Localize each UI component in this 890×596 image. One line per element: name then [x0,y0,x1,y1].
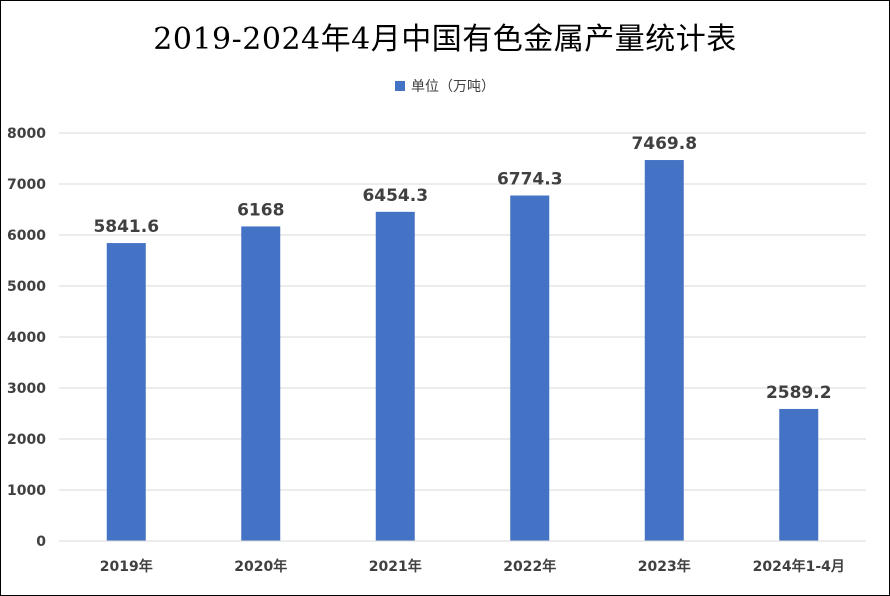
chart-title: 2019-2024年4月中国有色金属产量统计表 [153,22,737,57]
data-label: 7469.8 [631,134,697,154]
bar [644,160,684,541]
data-label: 2589.2 [766,383,832,403]
y-tick-label: 3000 [7,381,46,397]
y-tick-label: 2000 [7,432,46,448]
x-category-label: 2023年 [638,558,691,575]
bars [106,160,819,542]
bar [375,211,415,542]
bar [106,243,146,541]
x-category-label: 2021年 [369,558,422,575]
y-axis-ticks: 0 1000 2000 3000 4000 5000 6000 7000 8000 [7,126,46,550]
legend-swatch [395,81,405,91]
bar [510,195,550,542]
bar [241,226,281,541]
bar [779,408,819,541]
data-labels: 5841.6 6168 6454.3 6774.3 7469.8 2589.2 [93,134,831,403]
x-axis-categories: 2019年 2020年 2021年 2022年 2023年 2024年1-4月 [100,558,845,575]
y-tick-label: 1000 [7,483,46,499]
y-tick-label: 0 [36,534,46,550]
x-category-label: 2020年 [234,558,287,575]
data-label: 6774.3 [497,170,563,190]
x-category-label: 2019年 [100,558,153,575]
y-tick-label: 4000 [7,330,46,346]
gridlines [59,132,866,491]
y-tick-label: 8000 [7,126,46,142]
x-category-label: 2024年1-4月 [753,558,845,575]
y-tick-label: 5000 [7,279,46,295]
x-category-label: 2022年 [503,558,556,575]
legend-label: 单位（万吨） [411,79,495,95]
data-label: 5841.6 [93,217,159,237]
data-label: 6454.3 [362,186,428,206]
y-tick-label: 6000 [7,228,46,244]
data-label: 6168 [237,200,284,220]
y-tick-label: 7000 [7,177,46,193]
legend: 单位（万吨） [0,76,890,96]
